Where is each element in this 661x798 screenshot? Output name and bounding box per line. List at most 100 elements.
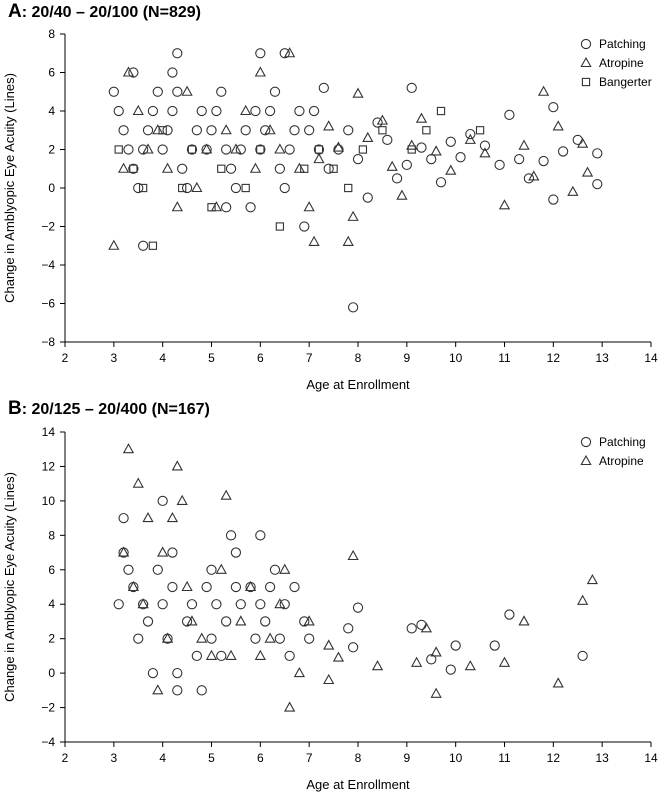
panel-a-point-patching (504, 109, 515, 120)
panel-a-y-tick-label: −8 (41, 335, 55, 349)
panel-b-series-atropine (117, 443, 599, 712)
panel-b-y-tick-label: −4 (41, 735, 55, 749)
panel-b-legend-marker-patching (580, 436, 592, 448)
panel-a-point-patching (352, 153, 364, 165)
panel-a-point-bangerter (158, 126, 167, 135)
panel-a-point-atropine (518, 139, 530, 150)
panel-a-legend-label-patching: Patching (599, 37, 646, 51)
panel-a-point-patching (548, 102, 559, 113)
panel-b-point-patching (172, 685, 183, 696)
panel-a-point-atropine (537, 85, 550, 96)
panel-b-point-atropine (176, 494, 188, 505)
panel-b-point-atropine (498, 656, 511, 667)
panel-a-y-tick-label: −2 (41, 220, 55, 234)
panel-a-point-atropine (567, 185, 579, 196)
panel-a-point-atropine (406, 139, 418, 150)
panel-a-y-tick-label: 0 (48, 181, 55, 195)
panel-b-series-patching (113, 495, 588, 696)
panel-a-x-tick-label: 10 (449, 351, 463, 365)
panel-b-point-atropine (196, 632, 208, 643)
panel-b-y-tick-label: 6 (48, 563, 55, 577)
panel-b-point-atropine (225, 649, 237, 660)
panel-a-series-atropine (108, 47, 594, 250)
panel-a-point-patching (152, 86, 163, 97)
panel-a-x-tick-label: 8 (355, 351, 362, 365)
panel-b-point-atropine (279, 563, 291, 574)
panel-a-point-atropine (415, 112, 428, 123)
panel-a-point-patching (308, 105, 320, 117)
panel-b-x-tick-label: 6 (257, 751, 264, 765)
panel-a-point-patching (255, 48, 266, 59)
panel-a-point-patching (230, 182, 242, 194)
panel-b-legend-label-patching: Patching (599, 435, 646, 449)
panel-a-point-patching (465, 128, 476, 140)
panel-b-point-atropine (274, 598, 286, 609)
panel-a-point-atropine (347, 210, 359, 221)
panel-a-x-tick-label: 11 (498, 351, 511, 365)
panel-a-point-patching (382, 134, 393, 146)
panel-a-point-patching (177, 163, 188, 174)
panel-b-point-patching (172, 667, 183, 679)
panel-a-point-patching (133, 182, 144, 194)
panel-a-point-patching (186, 144, 198, 155)
panel-a-point-atropine (445, 164, 457, 175)
panel-a-point-patching (284, 144, 295, 155)
panel-a-point-patching (162, 125, 173, 136)
panel-a-point-patching (548, 194, 559, 205)
panel-b-point-patching (299, 616, 310, 627)
panel-a-point-patching (167, 105, 178, 117)
panel-a-point-patching (108, 86, 119, 97)
panel-a-point-patching (167, 67, 178, 78)
panel-a-series-bangerter (114, 106, 485, 250)
panel-b-point-patching (157, 495, 168, 507)
panel-b-title: B: 20/125 – 20/400 (N=167) (8, 398, 210, 420)
panel-a-point-bangerter (187, 145, 197, 154)
panel-a-point-patching (592, 178, 603, 190)
panel-a-point-patching (279, 182, 290, 194)
panel-a-point-patching (220, 144, 232, 155)
panel-a-point-patching (191, 125, 202, 136)
panel-a-point-bangerter (329, 164, 338, 173)
panel-a-x-tick-label: 6 (257, 351, 264, 365)
panel-b-point-atropine (410, 656, 423, 667)
panel-a-point-patching (157, 144, 168, 155)
panel-a-point-patching (494, 159, 505, 171)
panel-b-point-atropine (220, 489, 232, 500)
panel-a-point-bangerter (475, 126, 485, 135)
panel-a-point-patching (235, 144, 246, 155)
panel-a-point-patching (592, 148, 603, 159)
panel-a-point-patching (172, 48, 183, 59)
panel-a-point-atropine (313, 152, 325, 164)
panel-a-point-patching (445, 136, 456, 147)
panel-b-point-patching (279, 599, 290, 610)
panel-a-point-atropine (479, 147, 491, 158)
panel-b-point-patching (152, 564, 163, 575)
panel-a-point-atropine (293, 162, 306, 173)
panel-a-point-atropine (171, 201, 183, 212)
panel-b-point-patching (284, 650, 295, 662)
panel-b-point-atropine (132, 477, 144, 488)
panel-a-point-patching (479, 140, 491, 151)
panel-a-point-bangerter (138, 183, 148, 193)
panel-a-point-bangerter (300, 164, 309, 173)
panel-b-letter: B (8, 398, 22, 419)
panel-b-point-patching (235, 599, 246, 610)
panel-b-point-atropine (186, 615, 198, 626)
panel-a-point-patching (250, 105, 261, 117)
panel-a-point-patching (289, 125, 300, 136)
panel-a-point-patching (572, 134, 583, 146)
panel-b-point-patching (196, 685, 207, 696)
panel-a-point-atropine (308, 235, 320, 246)
panel-b-point-atropine (303, 615, 315, 626)
panel-b-point-atropine (142, 511, 154, 523)
panel-b-x-tick-label: 2 (62, 751, 69, 765)
panel-a-point-bangerter (422, 126, 431, 135)
panel-a-title: A: 20/40 – 20/100 (N=829) (8, 1, 201, 23)
panel-a-point-atropine (552, 120, 564, 131)
panel-b-point-atropine (127, 580, 139, 592)
panel-b-point-patching (211, 599, 222, 610)
panel-a-chart: 2 3 4 5 6 7 8 9 10 11 12 13 14 8 6 4 2 0 −2 −4 −6 −8 Age at En… (2, 27, 658, 392)
panel-a-point-patching (401, 159, 412, 171)
panel-a-y-axis-title: Change in Amblyopic Eye Acuity (Lines) (2, 73, 17, 303)
